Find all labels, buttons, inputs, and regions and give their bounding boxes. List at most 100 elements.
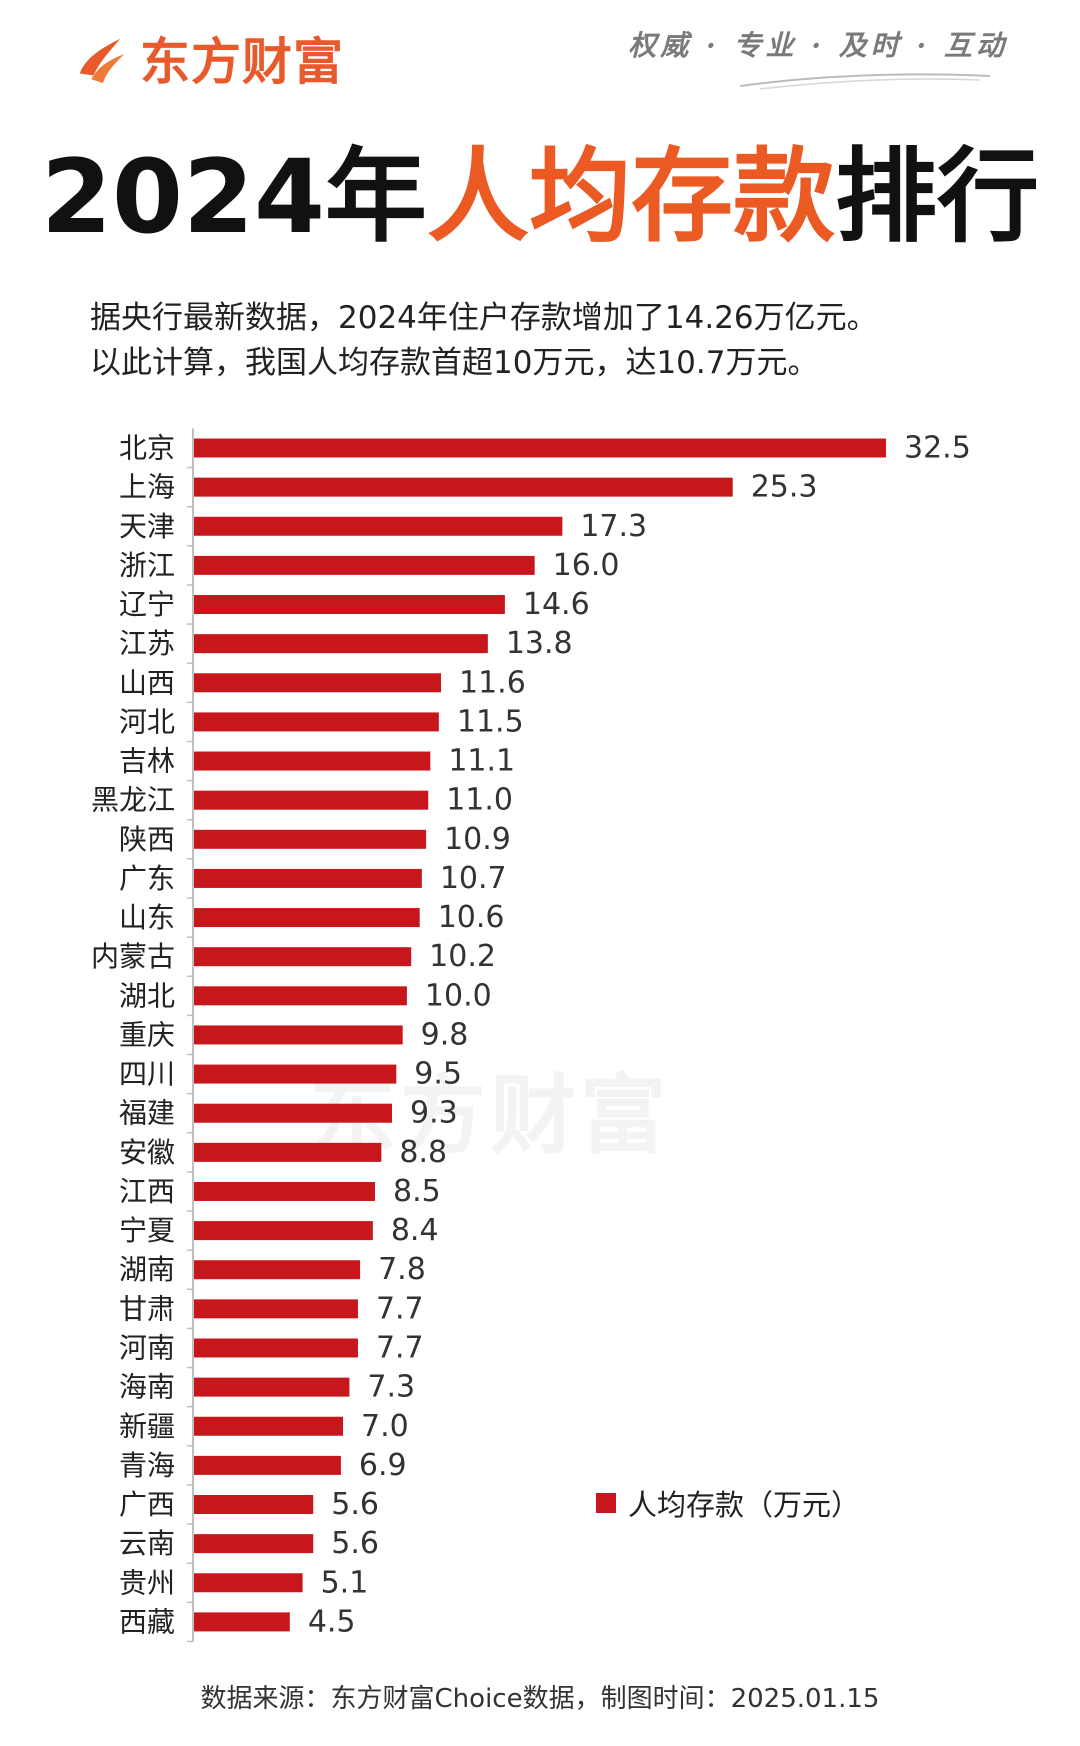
value-label: 10.2 xyxy=(429,939,496,974)
title-suffix: 排行 xyxy=(834,138,1039,257)
category-label: 云南 xyxy=(119,1527,175,1560)
value-label: 5.6 xyxy=(331,1526,379,1561)
value-label: 9.3 xyxy=(410,1096,458,1131)
bar xyxy=(194,1495,314,1515)
bar xyxy=(194,829,427,849)
bar xyxy=(194,673,441,693)
category-label: 江西 xyxy=(119,1175,175,1208)
bar xyxy=(194,1260,361,1280)
category-label: 湖南 xyxy=(119,1253,175,1286)
bar xyxy=(194,986,407,1006)
chart-legend: 人均存款（万元） xyxy=(596,1482,860,1524)
value-label: 14.6 xyxy=(523,587,590,622)
value-label: 8.5 xyxy=(393,1174,441,1209)
bar xyxy=(194,1455,341,1475)
intro-text: 据央行最新数据，2024年住户存款增加了14.26万亿元。 以此计算，我国人均存… xyxy=(90,296,1010,386)
bar xyxy=(194,1064,397,1084)
bar xyxy=(194,790,429,810)
category-label: 重庆 xyxy=(119,1018,175,1051)
category-label: 广东 xyxy=(119,862,175,895)
bar xyxy=(194,438,886,458)
category-label: 新疆 xyxy=(119,1410,175,1443)
category-label: 青海 xyxy=(119,1449,175,1482)
value-label: 7.8 xyxy=(378,1252,426,1287)
value-label: 10.6 xyxy=(438,900,505,935)
value-label: 9.5 xyxy=(414,1057,462,1092)
bar xyxy=(194,1181,375,1201)
category-label: 江苏 xyxy=(119,627,175,660)
value-label: 8.4 xyxy=(391,1213,439,1248)
brand-logo: 东方财富 xyxy=(72,22,344,94)
category-label: 浙江 xyxy=(119,549,175,582)
source-note: 数据来源：东方财富Choice数据，制图时间：2025.01.15 xyxy=(200,1684,880,1714)
value-label: 9.8 xyxy=(421,1017,469,1052)
bar xyxy=(194,595,505,615)
bar xyxy=(194,516,563,536)
category-label: 宁夏 xyxy=(119,1214,175,1247)
intro-line-1: 据央行最新数据，2024年住户存款增加了14.26万亿元。 xyxy=(90,300,878,336)
bar-chart: 北京 32.5 上海 25.3 天津 17.3 浙江 16.0 辽宁 14.6 江苏 13.8 山西 11… xyxy=(91,428,971,1643)
page-title: 2024年人均存款排行 xyxy=(0,138,1080,258)
brand-name: 东方财富 xyxy=(140,33,344,91)
bar xyxy=(194,1573,303,1593)
category-label: 上海 xyxy=(119,471,175,504)
bar xyxy=(194,868,422,888)
value-label: 6.9 xyxy=(359,1448,407,1483)
bar xyxy=(194,751,431,771)
category-label: 甘肃 xyxy=(119,1292,175,1325)
flame-logo-icon xyxy=(79,38,125,84)
header: 东方财富 权威 · 专业 · 及时 · 互动 xyxy=(0,0,1080,120)
value-label: 7.3 xyxy=(367,1370,415,1405)
category-label: 山西 xyxy=(119,666,175,699)
category-label: 湖北 xyxy=(119,979,175,1012)
bar xyxy=(194,1142,382,1162)
bar xyxy=(194,477,733,497)
title-year: 2024年 xyxy=(41,138,427,257)
value-label: 5.1 xyxy=(321,1565,369,1600)
value-label: 25.3 xyxy=(751,470,818,505)
value-label: 10.7 xyxy=(440,861,507,896)
value-label: 7.7 xyxy=(376,1330,424,1365)
intro-line-2: 以此计算，我国人均存款首超10万元，达10.7万元。 xyxy=(90,345,819,381)
category-label: 陕西 xyxy=(119,823,175,856)
value-label: 13.8 xyxy=(506,626,573,661)
value-label: 5.6 xyxy=(331,1487,379,1522)
bar xyxy=(194,1534,314,1554)
bar xyxy=(194,1377,350,1397)
category-label: 海南 xyxy=(119,1371,175,1404)
value-label: 10.9 xyxy=(444,822,511,857)
category-label: 吉林 xyxy=(119,745,175,778)
category-label: 贵州 xyxy=(119,1566,175,1599)
brand-slogan: 权威 · 专业 · 及时 · 互动 xyxy=(628,29,1008,62)
bar xyxy=(194,1416,344,1436)
bar xyxy=(194,634,488,654)
value-label: 17.3 xyxy=(580,509,647,544)
bar xyxy=(194,1025,403,1045)
category-label: 西藏 xyxy=(119,1605,175,1638)
value-label: 7.7 xyxy=(376,1291,424,1326)
value-label: 8.8 xyxy=(399,1135,447,1170)
category-label: 北京 xyxy=(119,432,175,465)
legend-label: 人均存款（万元） xyxy=(628,1488,861,1522)
bar xyxy=(194,908,420,928)
category-label: 广西 xyxy=(119,1488,175,1521)
bar xyxy=(194,1221,373,1241)
bar xyxy=(194,555,535,575)
value-label: 16.0 xyxy=(553,548,620,583)
bar xyxy=(194,712,439,732)
value-label: 11.5 xyxy=(457,704,524,739)
category-label: 河南 xyxy=(119,1331,175,1364)
bar xyxy=(194,1103,393,1123)
legend-swatch xyxy=(596,1493,616,1513)
value-label: 11.1 xyxy=(448,744,515,779)
category-label: 辽宁 xyxy=(119,588,175,621)
category-label: 安徽 xyxy=(119,1136,175,1169)
bar xyxy=(194,1338,358,1358)
value-label: 11.6 xyxy=(459,665,526,700)
category-label: 福建 xyxy=(119,1097,175,1130)
category-label: 河北 xyxy=(119,705,175,738)
value-label: 32.5 xyxy=(904,431,971,466)
slogan-swoosh xyxy=(740,73,990,90)
bar xyxy=(194,1612,290,1632)
category-label: 黑龙江 xyxy=(91,784,175,817)
